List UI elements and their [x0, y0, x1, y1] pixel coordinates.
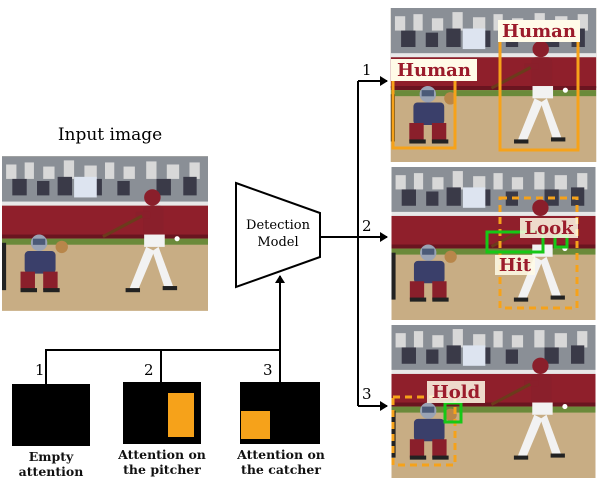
- bat-box: [485, 230, 545, 254]
- caption-pitcher: Attention on the pitcher: [108, 447, 216, 477]
- input-image: [2, 156, 208, 311]
- branch-number-1: 1: [362, 61, 372, 79]
- attention-mask-pitcher: [123, 382, 201, 444]
- output-connectors: [320, 76, 388, 411]
- caption-empty-line1: Empty: [28, 449, 74, 464]
- caption-catcher-line1: Attention on: [237, 447, 325, 462]
- catcher-attention-region: [241, 411, 270, 439]
- detection-model-label-line1: Detection: [246, 218, 311, 233]
- caption-pitcher-line2: the pitcher: [123, 462, 201, 477]
- detection-model-label-line2: Model: [257, 235, 298, 250]
- attention-number-1: 1: [35, 361, 45, 379]
- caption-catcher-line2: the catcher: [241, 462, 321, 477]
- label-hold: Hold: [432, 382, 481, 403]
- label-human-catcher: Human: [397, 60, 471, 81]
- branch-number-3: 3: [362, 385, 372, 403]
- caption-empty: Empty attention: [2, 449, 100, 479]
- attention-number-3: 3: [263, 361, 273, 379]
- detection-model-shape: [235, 181, 321, 289]
- caption-catcher: Attention on the catcher: [226, 447, 336, 477]
- pitcher-attention-region: [168, 393, 194, 437]
- attention-number-2: 2: [144, 361, 154, 379]
- output-image-2: Look Hit: [390, 167, 597, 320]
- label-human-batter: Human: [502, 21, 576, 42]
- label-hit: Hit: [499, 255, 532, 276]
- caption-pitcher-line1: Attention on: [118, 447, 206, 462]
- label-look: Look: [524, 218, 574, 239]
- action-box-catcher: [391, 395, 457, 467]
- caption-empty-line2: attention: [18, 464, 84, 479]
- attention-mask-empty: [12, 384, 90, 446]
- attention-mask-catcher: [240, 382, 320, 444]
- output-image-3: Hold: [390, 325, 597, 478]
- branch-number-2: 2: [362, 217, 372, 235]
- output-image-1: Human Human: [390, 8, 597, 162]
- attention-connectors: [45, 275, 285, 384]
- input-image-title: Input image: [58, 125, 162, 145]
